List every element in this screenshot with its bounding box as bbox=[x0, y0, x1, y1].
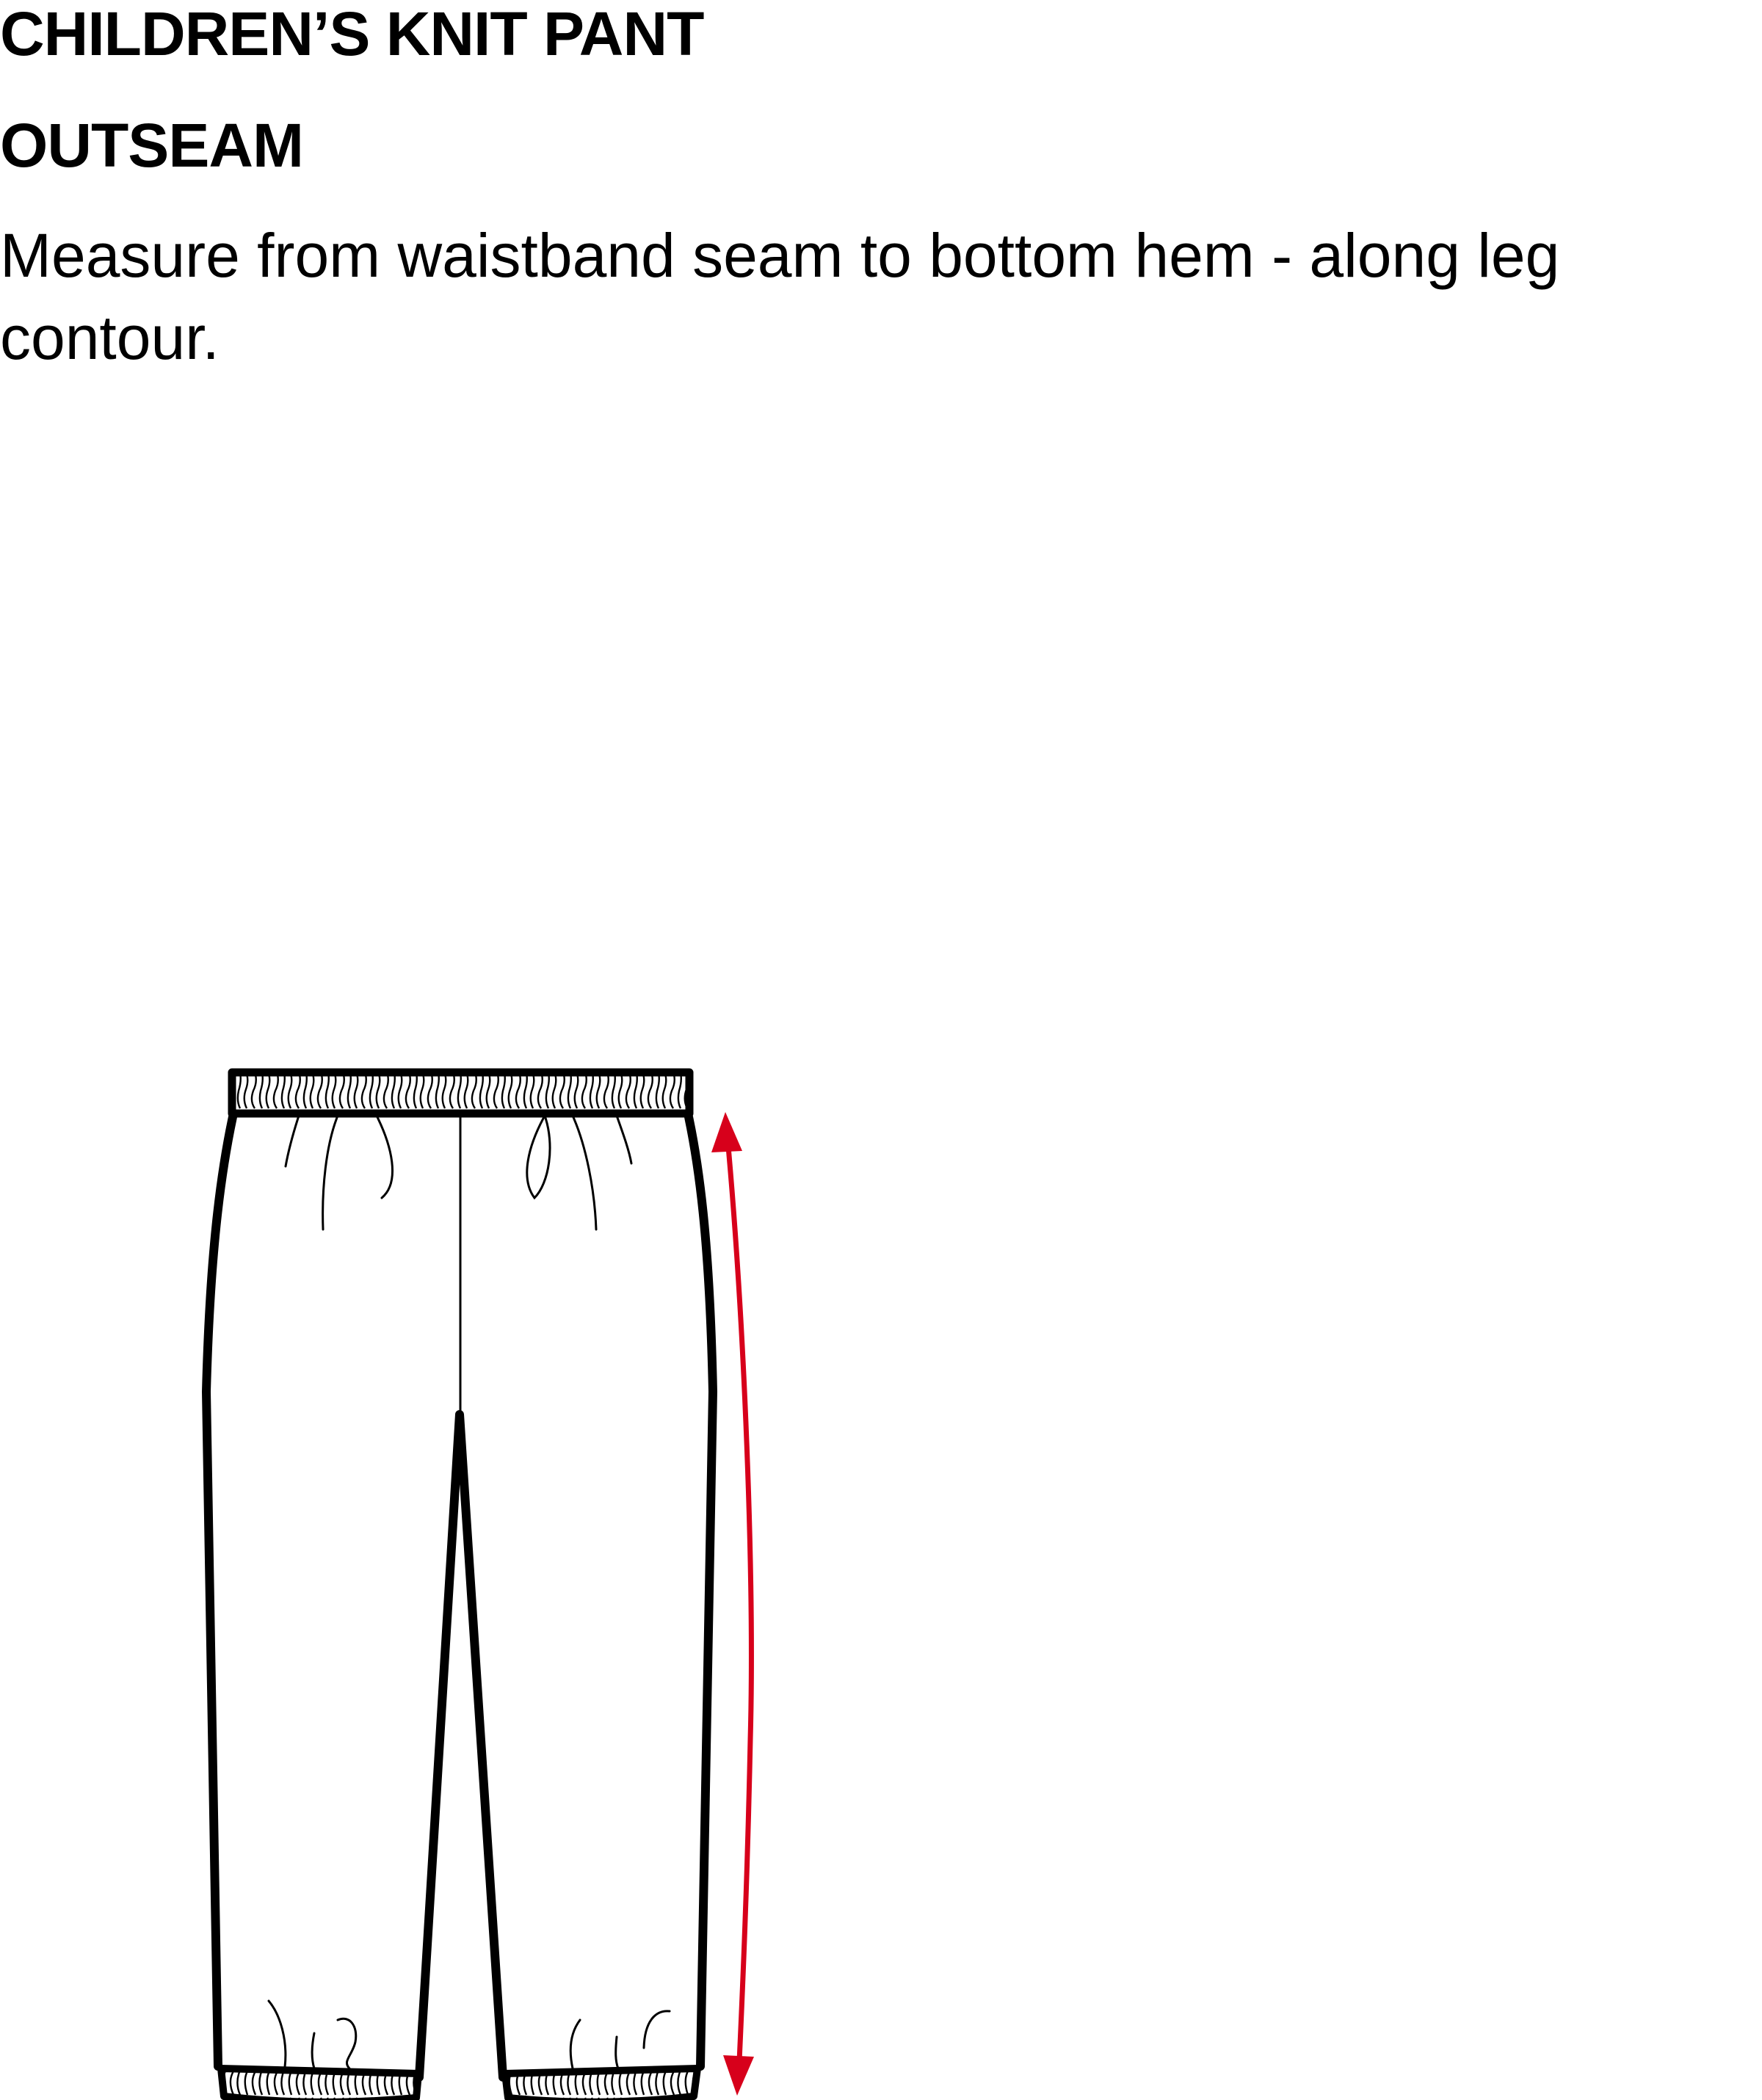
waistband bbox=[228, 1068, 694, 1118]
measurement-instruction: Measure from waistband seam to bottom he… bbox=[0, 221, 1560, 372]
hem-cuffs bbox=[217, 2065, 701, 2100]
measurement-name: OUTSEAM bbox=[0, 111, 304, 180]
header: CHILDREN’S KNIT PANT OUTSEAM Measure fro… bbox=[0, 0, 1689, 379]
fold-lines-top bbox=[284, 1114, 633, 1231]
page-title: CHILDREN’S KNIT PANT bbox=[0, 0, 704, 68]
fold-lines-hem bbox=[267, 1999, 671, 2070]
double-headed-arrow-icon bbox=[711, 1112, 754, 2096]
pant-outline bbox=[202, 1109, 717, 2082]
